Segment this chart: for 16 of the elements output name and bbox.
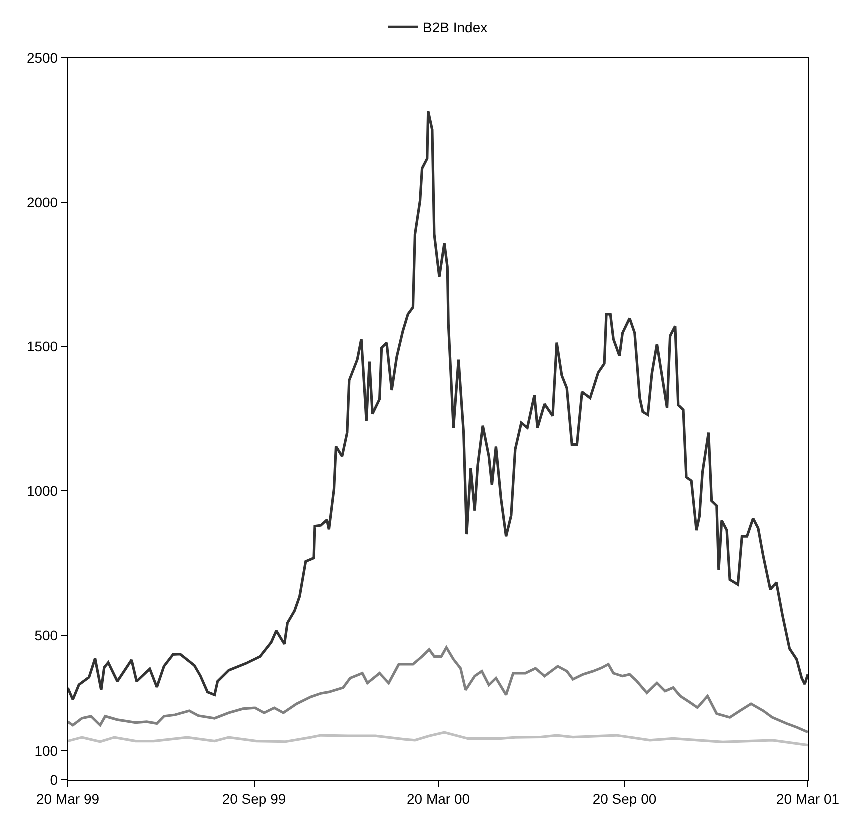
line-series [68, 731, 808, 747]
x-tick-label: 20 Mar 01 [776, 790, 840, 807]
x-tick-label: 20 Mar 99 [36, 790, 100, 807]
line-series [68, 110, 808, 702]
x-tick-label: 20 Sep 99 [222, 790, 286, 807]
y-tick-label: 2000 [26, 194, 58, 210]
y-tick-label: 100 [34, 743, 58, 760]
line-series [68, 646, 808, 734]
y-tick-label: 500 [34, 628, 58, 644]
y-tick-label: 2500 [26, 50, 58, 66]
x-tick-label: 20 Sep 00 [592, 790, 657, 807]
legend-label: B2B Index [423, 20, 488, 36]
x-tick-label: 20 Mar 00 [406, 790, 470, 807]
y-tick-label: 1500 [26, 338, 58, 355]
y-tick-label: 0 [50, 772, 58, 788]
y-tick-label: 1000 [26, 483, 58, 500]
